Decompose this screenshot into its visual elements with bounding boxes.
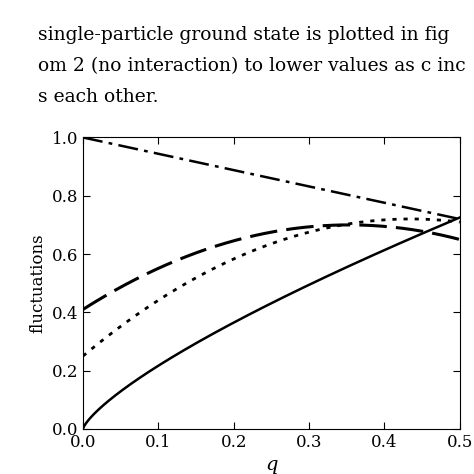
Text: s each other.: s each other.	[38, 88, 158, 106]
Y-axis label: fluctuations: fluctuations	[29, 233, 46, 333]
X-axis label: q: q	[265, 456, 278, 474]
Text: single-particle ground state is plotted in fig: single-particle ground state is plotted …	[38, 26, 449, 44]
Text: om 2 (no interaction) to lower values as c inc: om 2 (no interaction) to lower values as…	[38, 57, 465, 75]
